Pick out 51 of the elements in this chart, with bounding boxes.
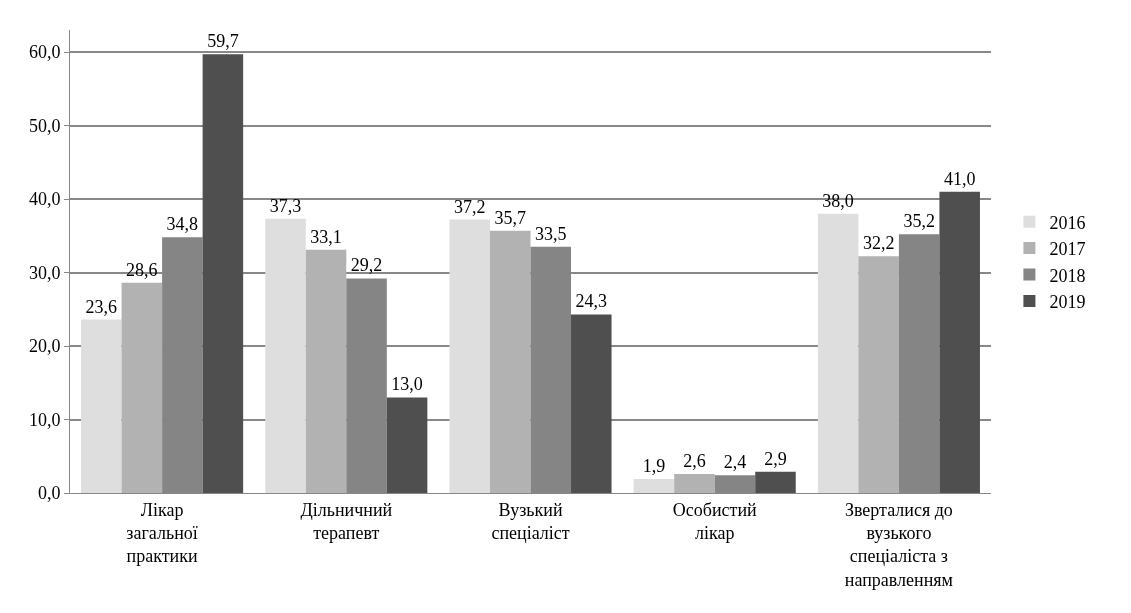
bar bbox=[121, 282, 163, 493]
data-label: 33,1 bbox=[310, 226, 342, 247]
y-tick-label: 10,0 bbox=[28, 409, 61, 430]
x-tick-label: Особистий лікар bbox=[672, 499, 758, 543]
data-label: 35,7 bbox=[494, 207, 526, 228]
bar bbox=[386, 397, 428, 493]
data-label: 32,2 bbox=[862, 233, 895, 254]
bar bbox=[755, 471, 796, 493]
data-label: 37,2 bbox=[453, 196, 486, 217]
legend-label: 2019 bbox=[1049, 291, 1086, 312]
x-tick-label: Вузький спеціаліст bbox=[491, 499, 570, 543]
y-tick-label: 50,0 bbox=[28, 115, 61, 136]
bar bbox=[674, 473, 715, 493]
bar bbox=[571, 314, 612, 493]
bar bbox=[633, 479, 675, 493]
data-label: 29,2 bbox=[350, 255, 383, 276]
data-label: 23,6 bbox=[85, 296, 118, 317]
x-tick-label: Зверталися до вузького спеціаліста з направленням bbox=[844, 499, 953, 590]
data-label: 2,9 bbox=[764, 448, 787, 469]
y-tick-label: 20,0 bbox=[28, 336, 61, 357]
data-label: 35,2 bbox=[903, 211, 935, 232]
legend-label: 2017 bbox=[1049, 239, 1086, 260]
bar bbox=[305, 249, 347, 493]
data-label: 2,6 bbox=[683, 450, 706, 471]
data-label: 28,6 bbox=[126, 259, 158, 280]
data-label: 37,3 bbox=[269, 195, 302, 216]
y-tick-label: 40,0 bbox=[28, 189, 61, 210]
bar bbox=[265, 218, 306, 493]
data-label: 1,9 bbox=[642, 456, 666, 477]
bar bbox=[817, 213, 859, 493]
data-label: 13,0 bbox=[391, 374, 423, 395]
data-label: 41,0 bbox=[943, 168, 976, 189]
bar bbox=[858, 256, 899, 493]
legend-label: 2018 bbox=[1049, 265, 1086, 286]
y-tick-label: 30,0 bbox=[28, 262, 61, 283]
x-tick-label: Лікар загальної практики bbox=[126, 499, 198, 567]
y-tick-label: 0,0 bbox=[37, 483, 61, 504]
bar bbox=[202, 54, 244, 493]
bar bbox=[81, 319, 122, 493]
legend-label: 2016 bbox=[1049, 212, 1086, 233]
y-tick-label: 60,0 bbox=[28, 42, 61, 63]
data-label: 34,8 bbox=[166, 214, 199, 235]
bar bbox=[449, 219, 490, 493]
data-label: 24,3 bbox=[575, 291, 608, 312]
data-label: 59,7 bbox=[207, 31, 239, 52]
data-label: 38,0 bbox=[822, 190, 854, 211]
data-label: 33,5 bbox=[535, 223, 567, 244]
data-label: 2,4 bbox=[723, 452, 747, 473]
bar bbox=[489, 230, 531, 493]
x-tick-label: Дільничний терапевт bbox=[300, 499, 393, 543]
bar bbox=[939, 191, 980, 493]
